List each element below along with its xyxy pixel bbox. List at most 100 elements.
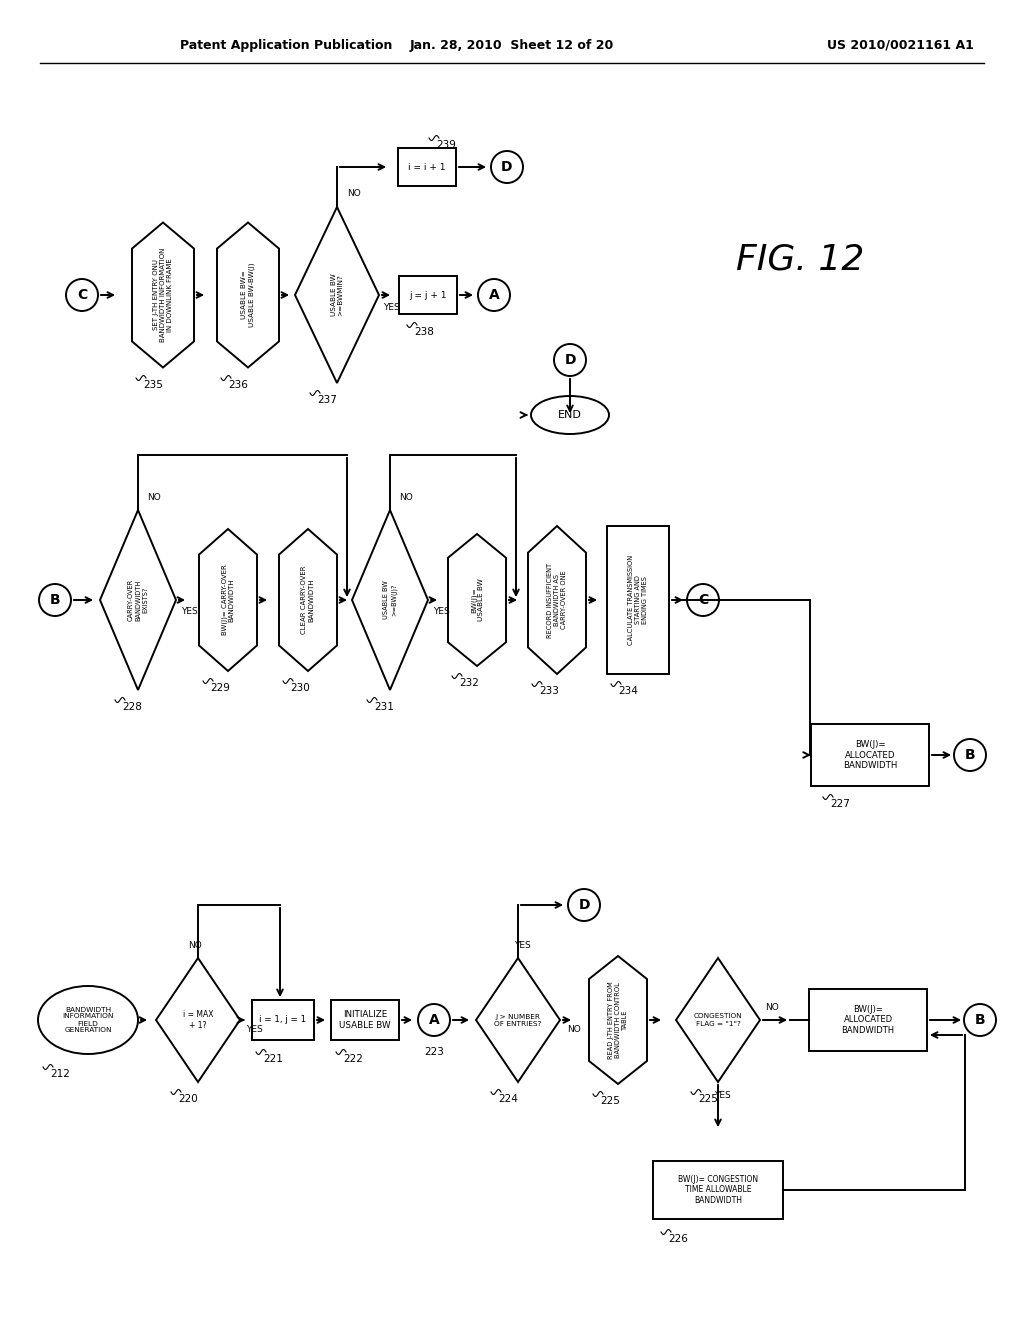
Text: YES: YES — [383, 304, 399, 313]
Bar — [331, 1001, 399, 1040]
Bar — [811, 723, 929, 785]
Text: YES: YES — [714, 1090, 730, 1100]
Text: YES: YES — [514, 940, 530, 949]
Text: US 2010/0021161 A1: US 2010/0021161 A1 — [826, 38, 974, 51]
Circle shape — [964, 1005, 996, 1036]
Circle shape — [687, 583, 719, 616]
Polygon shape — [156, 958, 240, 1082]
Bar — [252, 1001, 314, 1040]
Text: A: A — [429, 1012, 439, 1027]
Bar — [607, 525, 669, 675]
Text: j = j + 1: j = j + 1 — [410, 290, 446, 300]
Text: 232: 232 — [459, 678, 479, 688]
Circle shape — [418, 1005, 450, 1036]
Text: 225: 225 — [698, 1094, 718, 1104]
Circle shape — [954, 739, 986, 771]
Text: B: B — [975, 1012, 985, 1027]
Text: 225: 225 — [600, 1096, 620, 1106]
Text: D: D — [564, 352, 575, 367]
Polygon shape — [295, 207, 379, 383]
Polygon shape — [132, 223, 194, 367]
Bar — [653, 1162, 783, 1218]
Bar — [399, 276, 457, 314]
Bar — [809, 989, 927, 1051]
Text: 234: 234 — [618, 686, 638, 696]
Text: 239: 239 — [436, 140, 456, 150]
Text: BW(J)=
USABLE BW: BW(J)= USABLE BW — [470, 578, 483, 622]
Text: BANDWIDTH
INFORMATION
FIELD
GENERATION: BANDWIDTH INFORMATION FIELD GENERATION — [62, 1006, 114, 1034]
Text: NO: NO — [188, 940, 202, 949]
Text: 221: 221 — [263, 1053, 283, 1064]
Text: 238: 238 — [414, 327, 434, 337]
Circle shape — [478, 279, 510, 312]
Text: B: B — [50, 593, 60, 607]
Text: 228: 228 — [122, 702, 142, 711]
Text: 235: 235 — [143, 380, 163, 389]
Text: B: B — [965, 748, 975, 762]
Text: 229: 229 — [210, 682, 230, 693]
Polygon shape — [449, 535, 506, 667]
Text: FIG. 12: FIG. 12 — [736, 243, 864, 277]
Text: USABLE BW
>=BWMIN?: USABLE BW >=BWMIN? — [331, 273, 343, 317]
Polygon shape — [352, 510, 428, 690]
Text: Patent Application Publication: Patent Application Publication — [180, 38, 392, 51]
Polygon shape — [199, 529, 257, 671]
Polygon shape — [100, 510, 176, 690]
Ellipse shape — [38, 986, 138, 1053]
Text: CARRY-OVER
BANDWIDTH
EXISTS?: CARRY-OVER BANDWIDTH EXISTS? — [128, 579, 148, 622]
Bar — [398, 148, 456, 186]
Text: NO: NO — [347, 189, 360, 198]
Circle shape — [490, 150, 523, 183]
Text: 236: 236 — [228, 380, 248, 389]
Text: USABLE BW
>=BW(J)?: USABLE BW >=BW(J)? — [383, 581, 396, 619]
Text: i = MAX
+ 1?: i = MAX + 1? — [182, 1010, 213, 1030]
Text: A: A — [488, 288, 500, 302]
Text: BW(J)= CONGESTION
TIME ALLOWABLE
BANDWIDTH: BW(J)= CONGESTION TIME ALLOWABLE BANDWID… — [678, 1175, 758, 1205]
Text: 223: 223 — [424, 1047, 444, 1057]
Text: Jan. 28, 2010  Sheet 12 of 20: Jan. 28, 2010 Sheet 12 of 20 — [410, 38, 614, 51]
Polygon shape — [217, 223, 279, 367]
Text: RECORD INSUFFICIENT
BANDWIDTH AS
CARRY-OVER ONE: RECORD INSUFFICIENT BANDWIDTH AS CARRY-O… — [547, 562, 567, 638]
Circle shape — [554, 345, 586, 376]
Text: CLEAR CARRY-OVER
BANDWIDTH: CLEAR CARRY-OVER BANDWIDTH — [301, 566, 314, 634]
Text: D: D — [579, 898, 590, 912]
Text: 222: 222 — [343, 1053, 362, 1064]
Text: BW(J)= CARRY-OVER
BANDWIDTH: BW(J)= CARRY-OVER BANDWIDTH — [221, 565, 234, 635]
Text: END: END — [558, 411, 582, 420]
Text: D: D — [502, 160, 513, 174]
Text: NO: NO — [567, 1026, 581, 1035]
Text: 224: 224 — [498, 1094, 518, 1104]
Text: NO: NO — [399, 492, 413, 502]
Text: 231: 231 — [374, 702, 394, 711]
Text: C: C — [698, 593, 709, 607]
Circle shape — [39, 583, 71, 616]
Text: NO: NO — [147, 492, 161, 502]
Polygon shape — [589, 956, 647, 1084]
Circle shape — [568, 888, 600, 921]
Polygon shape — [676, 958, 760, 1082]
Polygon shape — [279, 529, 337, 671]
Polygon shape — [528, 525, 586, 675]
Ellipse shape — [531, 396, 609, 434]
Text: CONGESTION
FLAG = "1"?: CONGESTION FLAG = "1"? — [693, 1014, 742, 1027]
Text: 237: 237 — [317, 395, 337, 405]
Text: USABLE BW=
USABLE BW-BW(J): USABLE BW= USABLE BW-BW(J) — [242, 263, 255, 327]
Text: CALCULATE TRANSMISSION
STARTING AND
ENDING TIMES: CALCULATE TRANSMISSION STARTING AND ENDI… — [628, 554, 648, 645]
Text: BW(J)=
ALLOCATED
BANDWIDTH: BW(J)= ALLOCATED BANDWIDTH — [842, 1005, 895, 1035]
Text: SET J-TH ENTRY ONU
BANDWIDTH INFORMATION
IN DOWNLINK FRAME: SET J-TH ENTRY ONU BANDWIDTH INFORMATION… — [153, 248, 173, 342]
Text: 220: 220 — [178, 1094, 198, 1104]
Text: 226: 226 — [668, 1234, 688, 1243]
Text: YES: YES — [180, 607, 198, 616]
Text: i = 1, j = 1: i = 1, j = 1 — [259, 1015, 306, 1024]
Text: READ J-TH ENTRY FROM
BANDWIDTH CONTROL
TABLE: READ J-TH ENTRY FROM BANDWIDTH CONTROL T… — [608, 981, 628, 1059]
Text: YES: YES — [246, 1026, 262, 1035]
Polygon shape — [476, 958, 560, 1082]
Text: INITIALIZE
USABLE BW: INITIALIZE USABLE BW — [339, 1010, 391, 1030]
Text: NO: NO — [765, 1003, 779, 1012]
Text: 227: 227 — [830, 799, 850, 809]
Text: 212: 212 — [50, 1069, 70, 1078]
Text: BW(J)=
ALLOCATED
BANDWIDTH: BW(J)= ALLOCATED BANDWIDTH — [843, 741, 897, 770]
Text: C: C — [77, 288, 87, 302]
Text: J > NUMBER
OF ENTRIES?: J > NUMBER OF ENTRIES? — [495, 1014, 542, 1027]
Text: i = i + 1: i = i + 1 — [409, 162, 445, 172]
